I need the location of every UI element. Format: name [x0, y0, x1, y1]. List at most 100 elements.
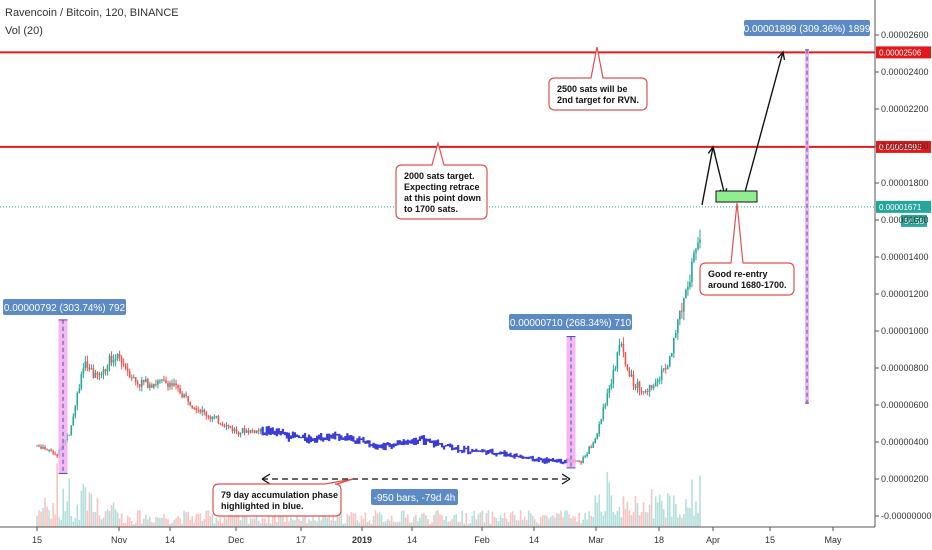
candle-body	[404, 441, 407, 443]
candle-body	[330, 435, 333, 439]
candle-body	[102, 369, 105, 374]
volume-bar	[580, 523, 582, 527]
volume-bar	[618, 506, 621, 527]
candle-body	[334, 434, 337, 438]
last-price-label: 0.00001671	[879, 203, 922, 212]
volume-bar	[481, 510, 484, 527]
volume-bar	[699, 475, 701, 527]
callout-target-2000-line: at this point down	[404, 193, 481, 203]
volume-bar	[439, 514, 441, 527]
candle-body	[400, 442, 403, 445]
candle-body	[213, 416, 216, 418]
volume-bar	[302, 517, 304, 527]
candle-body	[598, 424, 601, 434]
candle-body	[140, 379, 143, 387]
candle-body	[114, 358, 117, 361]
price-tick-label: 0.00000400	[881, 437, 929, 447]
projection-arrow	[701, 146, 714, 206]
price-axis-area[interactable]	[875, 0, 932, 550]
volume-bar	[656, 502, 659, 527]
volume-bar	[159, 517, 161, 527]
volume-bar	[411, 522, 413, 527]
volume-bar	[384, 521, 387, 527]
candle-body	[437, 442, 439, 444]
volume-bar	[386, 518, 389, 527]
volume-bar	[409, 522, 411, 527]
volume-bar	[503, 512, 506, 527]
volume-bar	[404, 517, 407, 527]
callout-accumulation[interactable]	[212, 478, 354, 517]
volume-bar	[100, 519, 103, 527]
candle-body	[219, 423, 222, 425]
volume-bar	[76, 504, 79, 527]
volume-bars	[36, 463, 701, 527]
volume-bar	[336, 511, 339, 527]
volume-bar	[374, 510, 377, 527]
measure-badge-label: -950 bars, -79d 4h	[374, 493, 456, 504]
volume-bar	[253, 518, 256, 527]
measure-range[interactable]	[58, 319, 68, 474]
volume-bar	[489, 523, 492, 527]
countdown-label: 54:58	[904, 217, 925, 226]
volume-bar	[167, 519, 169, 527]
candle-body	[138, 384, 141, 387]
candle-body	[342, 437, 345, 439]
volume-bar	[447, 521, 449, 527]
candle-body	[441, 443, 443, 448]
volume-bar	[199, 513, 202, 527]
volume-bar	[622, 496, 625, 527]
volume-bar	[372, 516, 375, 527]
candle-body	[265, 429, 268, 434]
symbol-title[interactable]: Ravencoin / Bitcoin, 120, BINANCE	[5, 7, 179, 19]
candle-body	[165, 380, 167, 384]
volume-indicator-label[interactable]: Vol (20)	[5, 25, 43, 37]
candle-body	[413, 440, 415, 444]
price-tick-label: 0.00001800	[881, 178, 929, 188]
candle-body	[338, 433, 341, 440]
candle-body	[147, 379, 149, 388]
volume-bar	[88, 492, 91, 527]
volume-bar	[284, 521, 286, 527]
volume-bar	[511, 511, 514, 527]
volume-bar	[86, 510, 89, 527]
callout-reentry[interactable]	[699, 202, 795, 296]
volume-bar	[245, 513, 248, 527]
volume-bar	[614, 514, 617, 527]
last-price-tag	[876, 200, 931, 213]
volume-bar	[257, 520, 260, 527]
volume-bar	[630, 515, 633, 527]
volume-bar	[687, 507, 689, 527]
candle-body	[249, 430, 252, 433]
candle-body	[447, 444, 449, 446]
candle-body	[535, 459, 538, 461]
volume-bar	[691, 479, 693, 527]
volume-bar	[211, 513, 214, 527]
volume-bar	[352, 513, 355, 527]
volume-bar	[660, 500, 663, 527]
resistance-price-tag	[876, 140, 931, 153]
volume-bar	[175, 518, 177, 527]
candle-body	[70, 425, 73, 435]
candle-body	[396, 441, 399, 446]
candle-body	[610, 383, 613, 389]
callout-target-2000[interactable]	[395, 140, 488, 220]
candle-body	[211, 417, 214, 419]
candle-body	[229, 425, 232, 428]
projection-arrow	[744, 51, 784, 193]
volume-bar	[572, 516, 574, 527]
volume-bar	[610, 495, 613, 527]
candle-body	[699, 239, 701, 243]
volume-bar	[568, 514, 570, 527]
price-tick-label: -0.00000000	[881, 511, 932, 521]
volume-bar	[396, 521, 399, 527]
callout-target-2500[interactable]	[548, 46, 648, 111]
candle-body	[390, 444, 393, 447]
reentry-zone[interactable]	[715, 190, 758, 203]
volume-bar	[427, 519, 429, 527]
volume-bar	[161, 518, 163, 527]
volume-bar	[328, 515, 331, 527]
volume-bar	[425, 515, 427, 527]
volume-bar	[566, 510, 568, 527]
